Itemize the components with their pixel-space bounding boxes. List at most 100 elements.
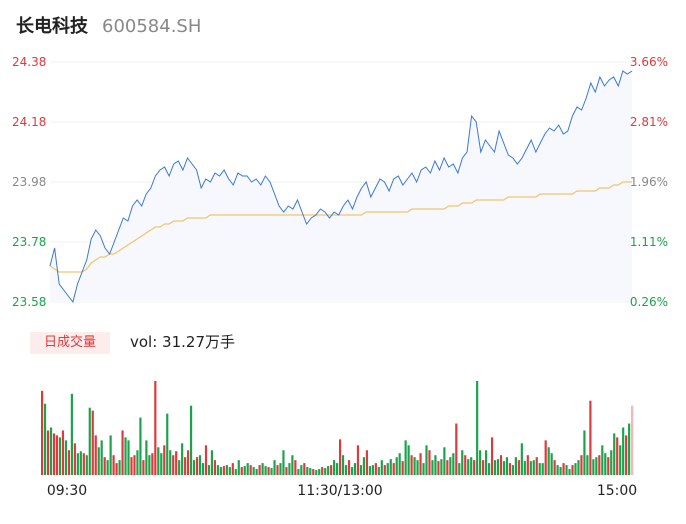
volume-bar	[231, 463, 234, 475]
volume-bar	[383, 465, 386, 475]
volume-bar	[267, 467, 270, 475]
volume-bar	[401, 461, 404, 475]
volume-bar	[82, 453, 85, 475]
volume-bar	[410, 455, 413, 475]
volume-bar	[246, 463, 249, 475]
volume-bar	[100, 440, 103, 475]
volume-bar	[187, 450, 190, 475]
volume-bar	[365, 450, 368, 475]
volume-bar	[413, 457, 416, 475]
volume-bar	[449, 457, 452, 475]
percent-tick-label: 1.11%	[630, 235, 668, 249]
volume-bar	[151, 453, 154, 475]
percent-axis-right: 3.66% 2.81% 1.96% 1.11% 0.26%	[630, 55, 668, 309]
volume-bar	[583, 430, 586, 475]
volume-bar	[79, 451, 82, 475]
volume-bar	[359, 465, 363, 475]
percent-tick-label: 1.96%	[630, 175, 668, 189]
volume-bar	[243, 466, 246, 475]
volume-bar	[166, 413, 169, 475]
percent-tick-label: 0.26%	[630, 295, 668, 309]
volume-bar	[142, 460, 145, 475]
volume-bar	[198, 455, 202, 475]
volume-bar	[350, 467, 354, 475]
volume-bar	[106, 460, 109, 475]
volume-bar	[514, 457, 517, 475]
volume-bar	[192, 460, 196, 475]
volume-bar	[136, 450, 139, 475]
volume-bar	[431, 460, 434, 475]
volume-bar	[76, 453, 79, 475]
volume-bar	[467, 459, 470, 475]
volume-bar	[482, 460, 485, 475]
volume-bar	[201, 463, 205, 475]
volume-bar	[207, 465, 211, 475]
volume-bar	[288, 463, 291, 475]
volume-bar	[97, 447, 100, 475]
time-tick-label: 09:30	[47, 483, 87, 499]
volume-bar	[619, 445, 622, 475]
volume-bar	[523, 461, 526, 475]
volume-bar	[222, 466, 225, 475]
volume-bar	[88, 407, 91, 475]
time-tick-label: 15:00	[597, 483, 637, 499]
volume-bar	[58, 437, 62, 475]
stock-code: 600584.SH	[102, 16, 202, 37]
volume-bar	[446, 460, 449, 475]
volume-bar	[499, 455, 503, 475]
volume-bar	[532, 460, 535, 475]
volume-bar	[362, 457, 366, 475]
volume-bar	[598, 455, 601, 475]
volume-bar	[490, 437, 494, 475]
volume-bar	[255, 469, 258, 475]
volume-bar	[73, 443, 76, 475]
volume-bar	[276, 465, 279, 475]
volume-bar	[553, 460, 556, 475]
volume-bar	[559, 467, 562, 475]
volume-bar	[565, 465, 568, 475]
volume-bar	[336, 463, 339, 475]
volume-bar	[476, 380, 479, 475]
volume-bar	[550, 453, 553, 475]
volume-bar	[294, 460, 297, 475]
volume-bar	[115, 463, 118, 475]
volume-bar	[368, 466, 371, 475]
volume-bar	[189, 405, 193, 475]
volume-bar	[145, 440, 148, 475]
volume-bar	[380, 460, 383, 475]
volume-bar	[571, 465, 574, 475]
volume-bar	[407, 445, 410, 475]
volume-bar	[52, 433, 56, 475]
volume-bar	[309, 468, 312, 475]
volume-bar	[452, 453, 455, 475]
volume-bar	[628, 423, 631, 475]
volume-bar	[181, 443, 184, 475]
volume-bar	[112, 455, 115, 475]
volume-bar	[213, 460, 217, 475]
volume-bar	[604, 453, 607, 475]
volume-bar	[306, 467, 309, 475]
volume-bar	[61, 430, 65, 475]
volume-bar	[315, 470, 318, 475]
volume-bar	[130, 457, 133, 475]
header: 长电科技 600584.SH	[16, 12, 201, 40]
volume-bar	[46, 430, 50, 475]
volume-bar	[356, 445, 360, 475]
volume-bar	[371, 465, 374, 475]
volume-bar	[327, 466, 330, 475]
price-axis-left: 24.38 24.18 23.98 23.78 23.58	[12, 55, 46, 309]
volume-bar	[434, 455, 437, 475]
volume-bar	[428, 450, 431, 475]
volume-bar	[505, 457, 509, 475]
volume-bar	[592, 459, 595, 475]
volume-bar	[398, 453, 401, 475]
volume-bar	[94, 435, 97, 475]
volume-bar	[443, 447, 446, 475]
volume-bar	[589, 400, 592, 475]
volume-bar	[270, 468, 273, 475]
volume-bar	[148, 455, 151, 475]
volume-bar	[416, 460, 419, 475]
price-tick-label: 23.78	[12, 235, 46, 249]
volume-bar	[616, 437, 619, 475]
